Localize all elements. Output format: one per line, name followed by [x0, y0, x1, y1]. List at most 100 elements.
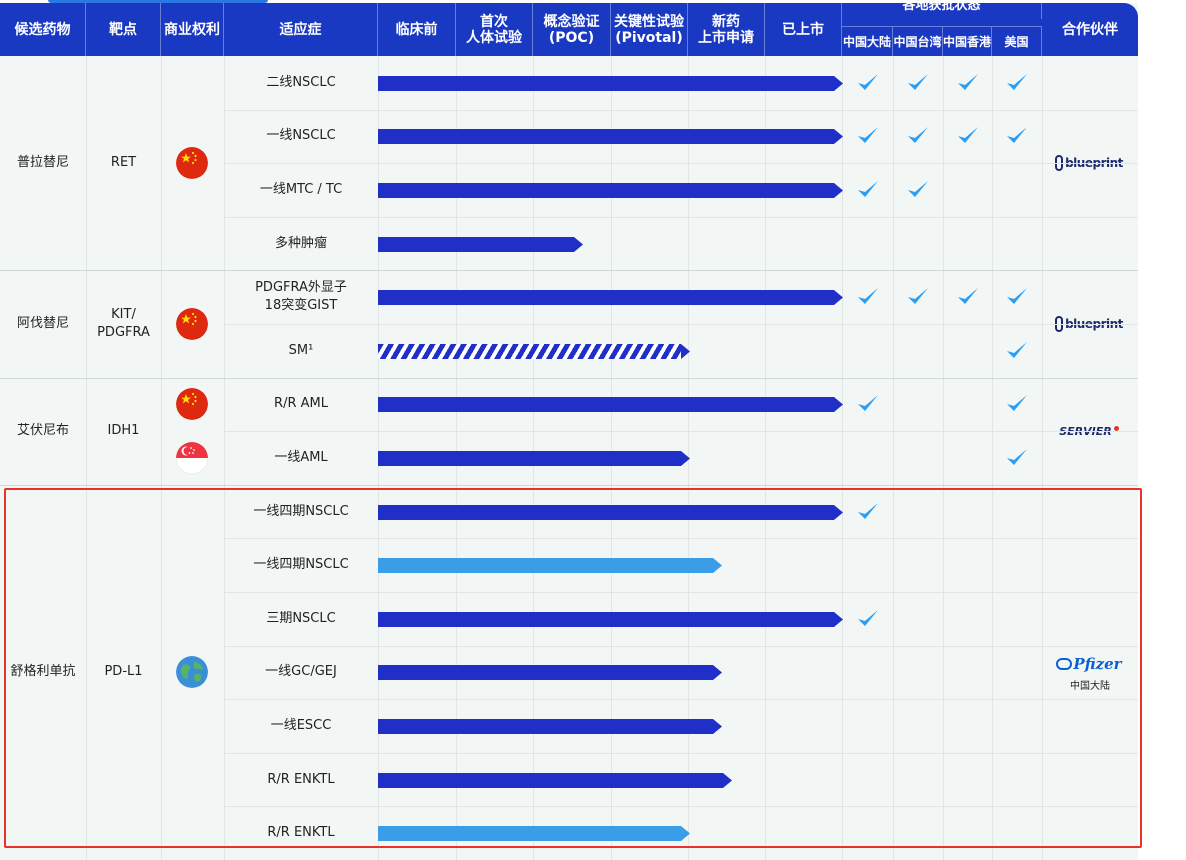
group-divider	[0, 377, 1138, 379]
progress-bar	[378, 504, 843, 520]
progress-bar	[378, 343, 690, 359]
check-icon	[1005, 72, 1029, 94]
header-pivotal: 关键性试验 (Pivotal)	[611, 3, 688, 56]
drug-target: PD-L1	[104, 664, 143, 680]
row-divider	[224, 431, 1138, 433]
drug-name: 舒格利单抗	[10, 664, 76, 680]
bar-arrow	[713, 558, 723, 574]
row-divider	[224, 216, 1138, 218]
indication-label: R/R ENKTL	[267, 825, 335, 841]
header-candidate: 候选药物	[0, 3, 86, 56]
pfizer-logo: Pfizer	[1049, 652, 1129, 676]
highlight-box	[4, 488, 1142, 848]
progress-bar	[378, 826, 690, 842]
check-icon	[956, 72, 980, 94]
progress-bar	[378, 719, 723, 734]
bar-arrow	[680, 826, 690, 842]
grid-vline	[992, 56, 993, 860]
active-tab-indicator	[48, 0, 268, 3]
header-region-hk: 中国香港	[943, 26, 992, 56]
group-divider	[0, 484, 1138, 486]
check-icon	[906, 179, 930, 201]
header-poc: 概念验证 (POC)	[533, 3, 611, 56]
indication-label: 一线四期NSCLC	[253, 503, 349, 519]
pfizer-mark-icon	[1056, 658, 1073, 671]
progress-bar	[378, 772, 732, 788]
progress-bar	[378, 558, 723, 574]
indication-label: 一线GC/GEJ	[265, 664, 337, 680]
grid-vline	[765, 56, 766, 860]
china-flag-icon	[176, 308, 208, 340]
grid-vline	[893, 56, 894, 860]
check-icon	[1005, 340, 1029, 362]
header-region-cn: 中国大陆	[842, 26, 893, 56]
progress-bar	[378, 129, 843, 145]
progress-bar	[378, 611, 843, 627]
drug-name: 普拉替尼	[16, 155, 69, 171]
progress-bar	[378, 451, 690, 466]
bar-arrow	[834, 397, 843, 413]
indication-label: 二线NSCLC	[266, 74, 336, 90]
bar-arrow	[722, 772, 732, 788]
progress-bar	[378, 290, 843, 306]
table-header: 候选药物 靶点 商业权利 适应症 临床前 首次 人体试验 概念验证 (POC) …	[0, 3, 1138, 56]
indication-label: PDGFRA外显子 18突变GIST	[255, 280, 347, 314]
row-divider	[224, 699, 1138, 701]
pipeline-table: 候选药物 靶点 商业权利 适应症 临床前 首次 人体试验 概念验证 (POC) …	[0, 3, 1138, 860]
bar-arrow	[834, 183, 843, 198]
bar-arrow	[834, 129, 843, 145]
indication-label: SM¹	[288, 342, 314, 358]
indication-label: 一线MTC / TC	[259, 181, 343, 197]
partner-logo-text: Pfizer	[1073, 655, 1122, 674]
grid-vline	[86, 56, 87, 860]
bar-arrow	[574, 236, 584, 252]
row-divider	[224, 806, 1138, 808]
bar-arrow	[680, 451, 690, 466]
bar-arrow	[680, 343, 690, 359]
progress-bar	[378, 75, 843, 91]
row-divider	[224, 538, 1138, 540]
bar-arrow	[713, 719, 723, 734]
check-icon	[856, 125, 880, 147]
row-divider	[224, 645, 1138, 647]
bar-arrow	[834, 504, 843, 520]
china-flag-icon	[176, 388, 208, 421]
indication-label: R/R ENKTL	[267, 771, 335, 787]
drug-name: 艾伏尼布	[16, 423, 69, 439]
grid-vline	[161, 56, 162, 860]
indication-label: R/R AML	[274, 396, 328, 412]
drug-target: RET	[110, 155, 137, 171]
indication-label: 三期NSCLC	[266, 610, 336, 626]
header-partner: 合作伙伴	[1062, 21, 1118, 38]
check-icon	[906, 286, 930, 308]
check-icon	[856, 179, 880, 201]
progress-bar	[378, 397, 843, 413]
row-divider	[224, 109, 1138, 111]
drug-target: IDH1	[107, 423, 140, 439]
header-indication: 适应症	[224, 3, 378, 56]
header-first-in-human: 首次 人体试验	[456, 3, 533, 56]
grid-vline	[842, 56, 843, 860]
header-region-tw: 中国台湾	[893, 26, 943, 56]
indication-label: 一线NSCLC	[266, 128, 336, 144]
header-approval-group: 各地获批状态	[842, 3, 1042, 19]
group-divider	[0, 270, 1138, 272]
check-icon	[856, 501, 880, 523]
table-body: 普拉替尼 RET blueprint 二线NSCLC 一线NSCLC 一线MTC / TC…	[0, 56, 1138, 860]
check-icon	[906, 72, 930, 94]
check-icon	[856, 608, 880, 630]
header-target: 靶点	[86, 3, 161, 56]
check-icon	[856, 286, 880, 308]
progress-bar	[378, 665, 723, 681]
indication-label: 一线四期NSCLC	[253, 557, 349, 573]
bar-arrow	[834, 75, 843, 91]
check-icon	[956, 125, 980, 147]
globe-icon	[176, 656, 208, 689]
drug-name: 阿伐替尼	[16, 315, 69, 331]
grid-vline	[1042, 56, 1043, 860]
progress-bar	[378, 236, 584, 252]
check-icon	[1005, 393, 1029, 415]
header-rights: 商业权利	[161, 3, 224, 56]
indication-label: 一线AML	[274, 449, 328, 465]
row-divider	[224, 752, 1138, 754]
